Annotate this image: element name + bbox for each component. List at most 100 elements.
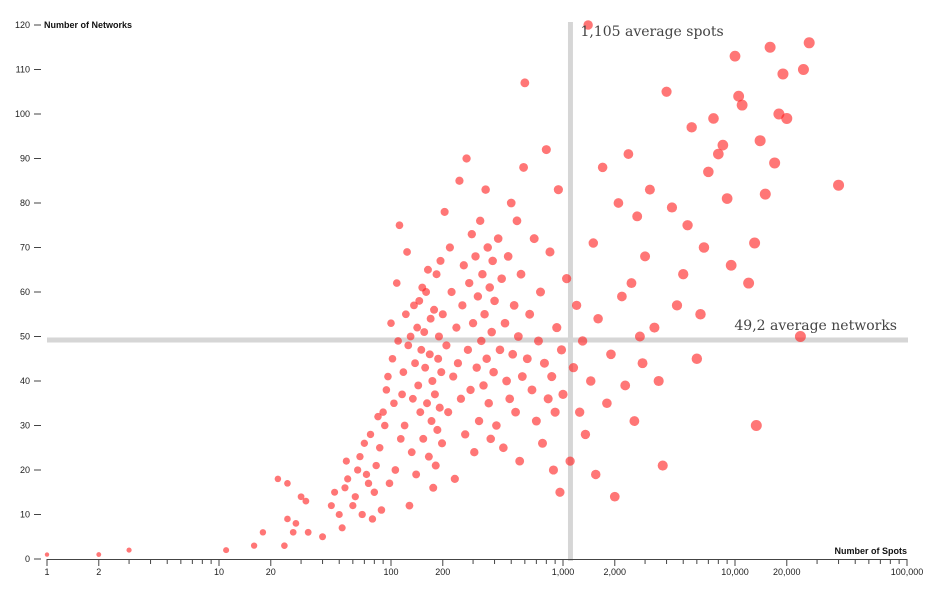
data-point bbox=[437, 439, 447, 448]
data-point bbox=[366, 430, 375, 439]
data-point bbox=[394, 337, 402, 345]
data-point bbox=[733, 90, 745, 102]
data-point bbox=[649, 322, 660, 333]
data-point bbox=[362, 470, 371, 479]
data-point bbox=[438, 310, 447, 319]
data-point bbox=[803, 37, 815, 49]
data-point bbox=[613, 198, 624, 208]
data-point bbox=[385, 479, 394, 488]
y-tick-label: 70 bbox=[20, 243, 30, 253]
data-point bbox=[583, 20, 593, 30]
data-point bbox=[588, 238, 599, 248]
data-point bbox=[691, 353, 703, 364]
data-point bbox=[381, 421, 389, 430]
data-point bbox=[568, 363, 579, 373]
data-point bbox=[413, 323, 422, 332]
data-point bbox=[749, 237, 761, 249]
data-point bbox=[759, 188, 771, 200]
data-point bbox=[374, 412, 382, 421]
data-point bbox=[387, 319, 395, 327]
data-point bbox=[743, 277, 755, 289]
data-point bbox=[392, 279, 401, 287]
data-point bbox=[459, 261, 468, 270]
data-point bbox=[500, 318, 510, 328]
data-point bbox=[492, 421, 501, 430]
data-point bbox=[495, 345, 505, 355]
data-point bbox=[449, 372, 458, 381]
data-point bbox=[474, 416, 484, 426]
data-point bbox=[424, 452, 433, 461]
data-point bbox=[399, 368, 408, 376]
data-point bbox=[729, 50, 741, 62]
data-point bbox=[471, 252, 480, 261]
data-point bbox=[445, 243, 454, 252]
data-point bbox=[420, 328, 429, 336]
data-point bbox=[562, 274, 572, 284]
data-point bbox=[468, 318, 478, 328]
data-point bbox=[379, 408, 387, 416]
data-point bbox=[489, 367, 498, 377]
data-point bbox=[426, 314, 435, 323]
data-point bbox=[470, 448, 479, 457]
data-point bbox=[717, 139, 729, 151]
y-axis-title: Number of Networks bbox=[44, 20, 132, 30]
data-point bbox=[487, 327, 496, 337]
data-point bbox=[410, 301, 418, 310]
data-point bbox=[398, 390, 406, 399]
x-tick-label: 10 bbox=[214, 567, 224, 577]
data-point bbox=[368, 515, 377, 523]
data-point bbox=[44, 552, 50, 557]
data-point bbox=[429, 483, 438, 492]
data-point bbox=[442, 341, 451, 350]
data-point bbox=[434, 354, 443, 363]
data-points bbox=[44, 20, 845, 557]
data-point bbox=[289, 528, 297, 536]
data-point bbox=[463, 345, 473, 355]
data-point bbox=[593, 313, 603, 324]
data-point bbox=[609, 491, 620, 502]
data-point bbox=[456, 394, 466, 403]
data-point bbox=[335, 510, 343, 519]
data-point bbox=[577, 336, 588, 346]
y-tick-label: 110 bbox=[16, 65, 30, 75]
data-point bbox=[354, 466, 362, 474]
data-point bbox=[284, 515, 291, 523]
y-tick-label: 60 bbox=[20, 287, 30, 297]
data-point bbox=[571, 300, 582, 311]
data-point bbox=[351, 493, 359, 501]
data-point bbox=[302, 497, 310, 505]
data-point bbox=[406, 332, 415, 341]
data-point bbox=[412, 470, 421, 479]
data-point bbox=[458, 301, 467, 310]
data-point bbox=[396, 435, 405, 443]
data-point bbox=[421, 363, 430, 372]
data-point bbox=[428, 377, 437, 385]
data-point bbox=[407, 448, 416, 457]
data-point bbox=[580, 429, 591, 440]
data-point bbox=[606, 349, 616, 360]
data-point bbox=[736, 99, 748, 111]
data-point bbox=[525, 309, 535, 319]
average-networks-annotation: 49,2 average networks bbox=[734, 318, 897, 334]
data-point bbox=[574, 407, 585, 417]
y-tick-label: 10 bbox=[20, 510, 30, 520]
data-point bbox=[292, 520, 300, 527]
data-point bbox=[493, 234, 503, 243]
data-point bbox=[634, 331, 645, 342]
data-point bbox=[433, 425, 442, 434]
data-point bbox=[529, 234, 539, 244]
data-point bbox=[403, 248, 411, 256]
data-point bbox=[483, 243, 492, 252]
data-point bbox=[764, 41, 776, 53]
data-point bbox=[522, 354, 532, 364]
data-point bbox=[509, 300, 519, 310]
data-point bbox=[382, 386, 391, 394]
data-point bbox=[640, 251, 651, 262]
data-point bbox=[388, 354, 397, 363]
data-point bbox=[550, 407, 560, 417]
data-point bbox=[432, 270, 441, 279]
x-tick-label: 2 bbox=[96, 567, 101, 577]
data-point bbox=[480, 310, 489, 319]
data-point bbox=[356, 452, 364, 461]
data-point bbox=[556, 345, 567, 355]
